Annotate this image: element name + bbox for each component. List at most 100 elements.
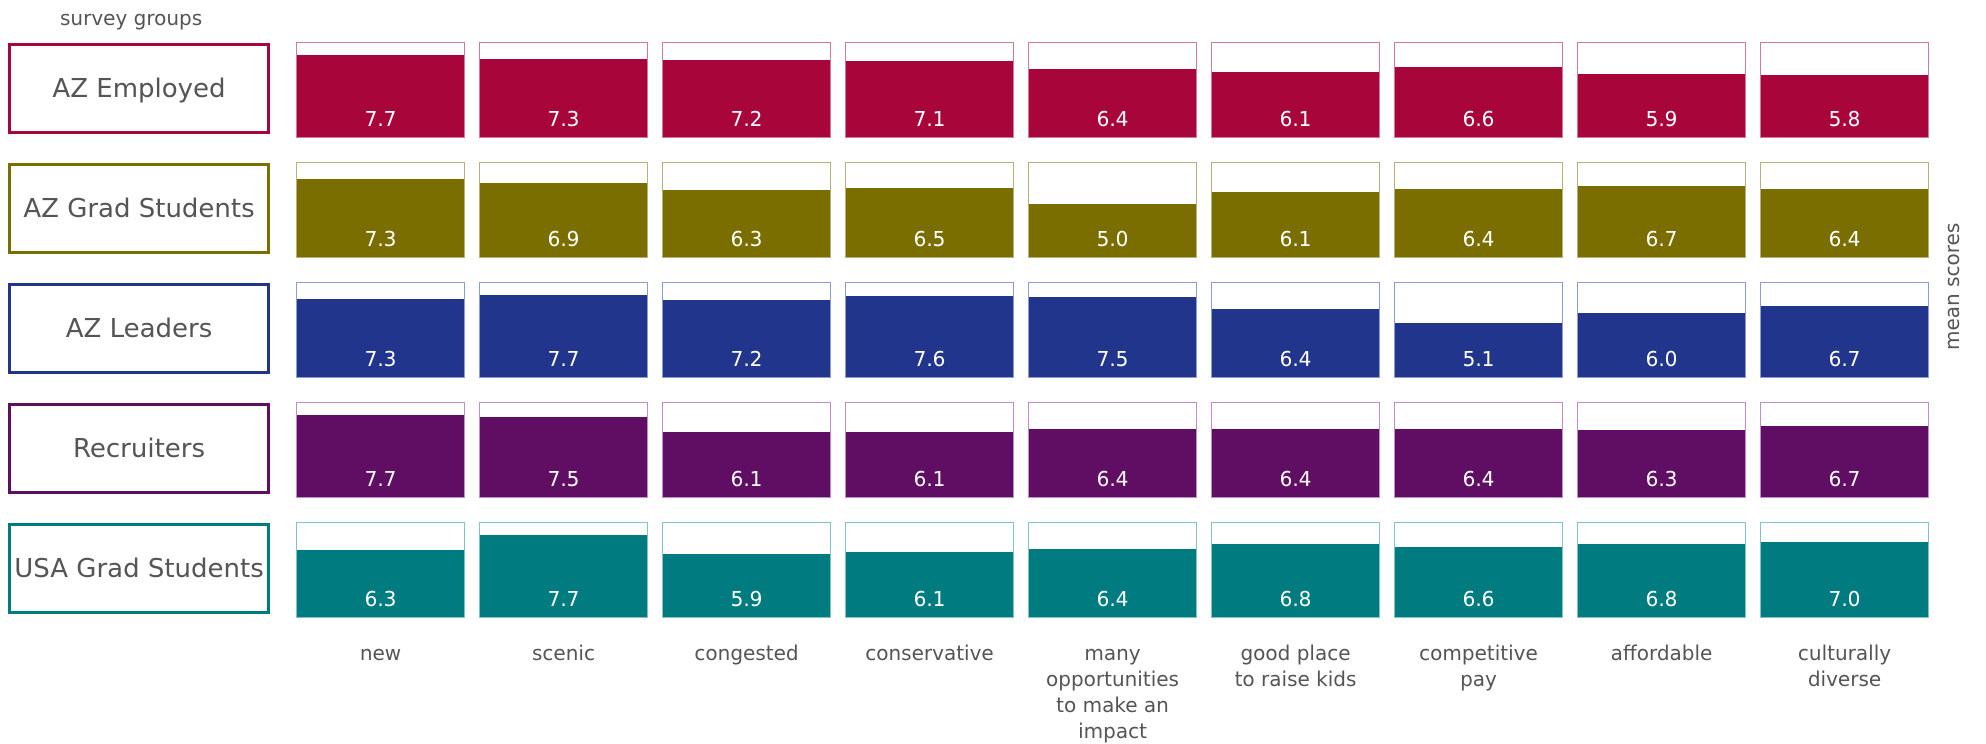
score-value: 6.4 (1828, 227, 1861, 251)
score-value: 6.1 (1279, 227, 1312, 251)
score-cell: 6.6 (1394, 522, 1563, 618)
category-label-line: opportunities (1046, 667, 1179, 691)
score-value: 6.8 (1279, 587, 1312, 611)
score-bar (1761, 542, 1928, 617)
category-label: good place to raise kids (1211, 640, 1380, 692)
score-cell: 6.4 (1394, 402, 1563, 498)
score-cell: 6.1 (1211, 162, 1380, 258)
score-bar (297, 54, 464, 137)
score-cell: 7.3 (479, 42, 648, 138)
score-cell: 6.1 (845, 522, 1014, 618)
score-value: 6.7 (1645, 227, 1678, 251)
score-cell: 6.6 (1394, 42, 1563, 138)
score-bar (1395, 66, 1562, 137)
category-label-line: diverse (1807, 667, 1882, 691)
score-bar (846, 61, 1013, 137)
score-cell: 7.5 (479, 402, 648, 498)
category-label: competitive pay (1394, 640, 1563, 692)
score-value: 6.6 (1462, 587, 1495, 611)
score-bar (480, 183, 647, 257)
score-value: 6.4 (1279, 467, 1312, 491)
score-bar (480, 294, 647, 377)
score-cell: 7.5 (1028, 282, 1197, 378)
score-value: 6.3 (1645, 467, 1678, 491)
score-bar (297, 179, 464, 257)
score-value: 6.4 (1096, 587, 1129, 611)
score-cell: 7.0 (1760, 522, 1929, 618)
score-bar (1761, 188, 1928, 257)
score-bar (846, 551, 1013, 617)
score-value: 7.3 (364, 227, 397, 251)
category-label-line: to make an (1056, 693, 1169, 717)
category-label-line: many (1084, 641, 1141, 665)
score-value: 6.0 (1645, 347, 1678, 371)
score-cell: 5.9 (662, 522, 831, 618)
score-value: 7.6 (913, 347, 946, 371)
score-value: 6.3 (730, 227, 763, 251)
score-cell: 6.4 (1211, 282, 1380, 378)
score-bar (1029, 203, 1196, 257)
score-value: 6.1 (730, 467, 763, 491)
score-value: 7.5 (1096, 347, 1129, 371)
category-label-line: pay (1460, 667, 1497, 691)
score-bar (663, 300, 830, 377)
score-cell: 6.4 (1211, 402, 1380, 498)
score-cell: 6.4 (1394, 162, 1563, 258)
score-cell: 6.3 (662, 162, 831, 258)
score-bar (1395, 322, 1562, 377)
score-cell: 7.7 (479, 282, 648, 378)
score-value: 5.0 (1096, 227, 1129, 251)
category-label: culturally diverse (1760, 640, 1929, 692)
score-value: 7.7 (547, 347, 580, 371)
score-bar (846, 431, 1013, 497)
score-cell: 6.4 (1760, 162, 1929, 258)
score-cell: 7.1 (845, 42, 1014, 138)
mean-scores-label: mean scores (1940, 222, 1964, 350)
score-bar (1029, 68, 1196, 137)
score-bar (1578, 74, 1745, 137)
score-cell: 7.6 (845, 282, 1014, 378)
score-bar (1212, 308, 1379, 377)
score-bar (846, 295, 1013, 377)
score-cell: 6.1 (845, 402, 1014, 498)
score-cell: 7.7 (296, 42, 465, 138)
score-bar (297, 299, 464, 377)
score-value: 7.1 (913, 107, 946, 131)
score-cell: 6.3 (1577, 402, 1746, 498)
category-label: scenic (479, 640, 648, 666)
score-value: 6.6 (1462, 107, 1495, 131)
score-cell: 6.0 (1577, 282, 1746, 378)
score-value: 6.1 (913, 587, 946, 611)
score-bar (1395, 428, 1562, 497)
score-bar (1761, 425, 1928, 497)
category-label-line: good place (1240, 641, 1351, 665)
score-cell: 5.8 (1760, 42, 1929, 138)
score-cell: 7.3 (296, 162, 465, 258)
score-value: 6.7 (1828, 467, 1861, 491)
score-bar (480, 417, 647, 497)
score-cell: 6.8 (1577, 522, 1746, 618)
score-cell: 6.8 (1211, 522, 1380, 618)
category-label-line: new (359, 641, 402, 665)
category-label-line: congested (694, 641, 799, 665)
score-cell: 6.1 (662, 402, 831, 498)
category-label-line: culturally (1797, 641, 1892, 665)
category-label: many opportunities to make an impact (1028, 640, 1197, 744)
score-cell: 5.0 (1028, 162, 1197, 258)
score-bar (1578, 544, 1745, 617)
score-bar (1212, 428, 1379, 497)
score-cell: 6.7 (1760, 402, 1929, 498)
score-bar (297, 549, 464, 617)
score-bar (1212, 544, 1379, 617)
score-value: 7.2 (730, 107, 763, 131)
category-label-line: conservative (865, 641, 994, 665)
score-value: 7.7 (364, 107, 397, 131)
score-value: 7.5 (547, 467, 580, 491)
score-cell: 6.1 (1211, 42, 1380, 138)
score-bar (1578, 185, 1745, 257)
category-label: new (296, 640, 465, 666)
score-value: 6.9 (547, 227, 580, 251)
score-value: 6.4 (1462, 227, 1495, 251)
score-bar (663, 431, 830, 497)
